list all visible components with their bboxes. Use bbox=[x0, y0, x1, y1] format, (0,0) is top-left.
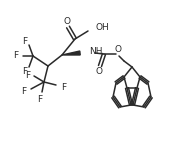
Text: OH: OH bbox=[96, 24, 110, 33]
Text: F: F bbox=[61, 82, 66, 91]
Text: O: O bbox=[95, 66, 103, 75]
Text: F: F bbox=[22, 66, 28, 75]
Text: F: F bbox=[22, 36, 28, 46]
Text: NH: NH bbox=[89, 47, 103, 57]
Text: F: F bbox=[25, 71, 31, 80]
Text: F: F bbox=[22, 88, 26, 97]
Text: F: F bbox=[13, 51, 19, 60]
Polygon shape bbox=[62, 51, 80, 55]
Text: O: O bbox=[115, 44, 121, 53]
Text: O: O bbox=[63, 16, 71, 26]
Text: F: F bbox=[37, 95, 42, 104]
